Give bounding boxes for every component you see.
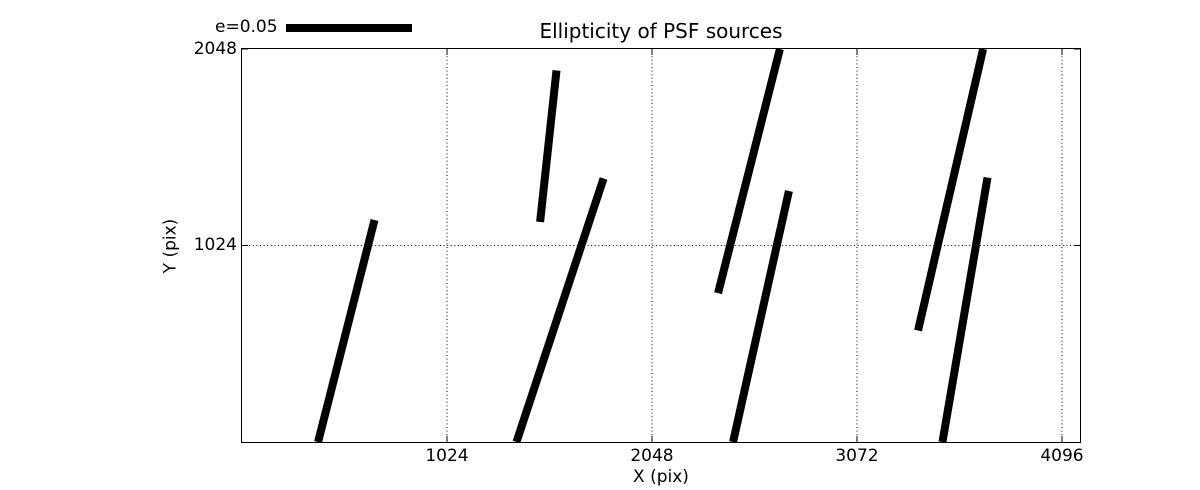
ellipticity-whisker [314,218,379,443]
x-tick-label: 4096 [1040,446,1084,466]
chart-title: Ellipticity of PSF sources [539,19,783,43]
y-tick-label: 1024 [193,235,237,255]
legend-scale-bar [285,23,412,32]
ellipticity-whisker [536,70,561,223]
legend: e=0.05 [215,17,412,38]
ellipticity-whisker [714,48,784,295]
whisker-chart [242,48,1080,444]
x-tick-label: 2048 [630,446,674,466]
y-tick-label: 2048 [193,38,237,59]
plot-area [241,48,1081,444]
x-tick-label: 1024 [425,446,469,466]
ellipticity-whisker [938,176,992,443]
y-axis-label: Y (pix) [160,218,181,274]
x-tick-label: 3072 [835,446,879,466]
ellipticity-whisker [512,177,608,444]
legend-label: e=0.05 [215,17,278,37]
x-axis-label: X (pix) [633,467,689,487]
ellipticity-whisker [729,190,793,443]
ellipticity-whisker [914,48,988,332]
